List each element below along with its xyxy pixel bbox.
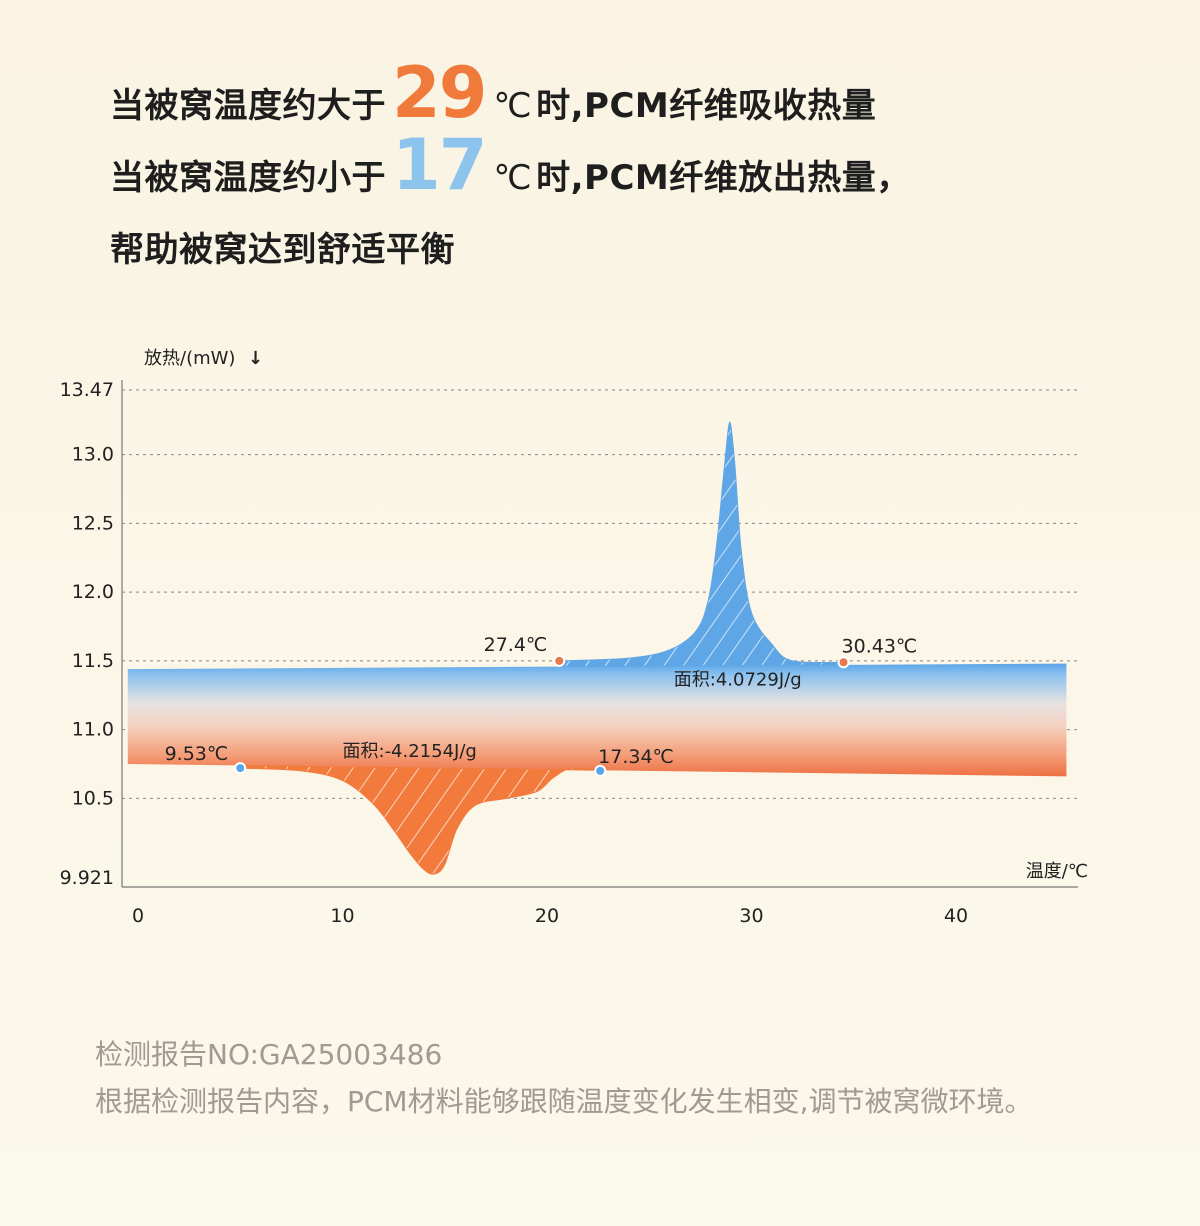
data-point-marker [594, 764, 607, 777]
markers: 27.4℃ 30.43℃ 面积:4.0729J/g 9.53℃ 17.34℃ 面积:-4.… [165, 634, 918, 777]
x-axis-label: 温度/℃ [1026, 861, 1088, 882]
x-tick-label: 0 [132, 905, 144, 927]
heating-peak-area [558, 421, 845, 668]
y-tick-label: 11.0 [72, 719, 114, 741]
x-tick-label: 10 [330, 905, 354, 927]
headline-2-unit: ℃ [493, 158, 533, 198]
area-annotation: 面积:-4.2154J/g [343, 741, 477, 762]
headline-line-1: 当被窝温度约大于 29 ℃ 时,PCM纤维吸收热量 [110, 58, 876, 128]
headline-1-number: 29 [392, 52, 487, 134]
dsc-chart: 13.47 13.0 12.5 12.0 11.5 11.0 10.5 9.921 0 10 20 3… [60, 348, 1088, 927]
y-tick-label: 10.5 [72, 787, 114, 809]
report-note: 根据检测报告内容，PCM材料能够跟随温度变化发生相变,调节被窝微环境。 [95, 1085, 1033, 1118]
y-tick-label: 12.0 [72, 581, 114, 603]
headline-line-2: 当被窝温度约小于 17 ℃ 时,PCM纤维放出热量， [110, 130, 911, 200]
phase-change-peaks [239, 421, 845, 875]
x-tick-label: 20 [535, 905, 559, 927]
headline-1-prefix: 当被窝温度约大于 [110, 86, 386, 126]
marker-label: 30.43℃ [842, 635, 918, 657]
headline-2-number: 17 [392, 124, 487, 206]
x-tick-label: 30 [739, 905, 763, 927]
baseline-band [127, 663, 1067, 777]
data-point-marker [837, 656, 850, 669]
headline-2-prefix: 当被窝温度约小于 [110, 158, 386, 198]
report-number: 检测报告NO:GA25003486 [95, 1038, 443, 1071]
tick-labels: 13.47 13.0 12.5 12.0 11.5 11.0 10.5 9.921 0 10 20 3… [60, 379, 969, 927]
y-axis-arrow: ↓ [248, 348, 263, 369]
y-tick-label: 13.47 [60, 379, 114, 401]
area-annotation: 面积:4.0729J/g [674, 670, 802, 691]
headline-2-suffix: 时,PCM纤维放出热量， [536, 158, 911, 198]
headline-line-3: 帮助被窝达到舒适平衡 [110, 228, 455, 272]
headline-1-suffix: 时,PCM纤维吸收热量 [536, 86, 877, 126]
y-tick-label: 13.0 [72, 444, 114, 466]
headline-1-unit: ℃ [493, 86, 533, 126]
marker-label: 27.4℃ [484, 634, 548, 656]
data-point-marker [553, 654, 566, 667]
temperature-band [127, 663, 1067, 777]
y-axis-label: 放热/(mW) [144, 348, 235, 369]
marker-label: 17.34℃ [598, 746, 674, 768]
cooling-peak-area [239, 764, 601, 875]
axes [121, 380, 1078, 888]
y-tick-label: 12.5 [72, 512, 114, 534]
data-point-marker [234, 762, 247, 775]
y-tick-label: 9.921 [60, 867, 114, 889]
headline-3-text: 帮助被窝达到舒适平衡 [110, 230, 455, 270]
y-tick-label: 11.5 [72, 650, 114, 672]
marker-label: 9.53℃ [165, 743, 229, 765]
x-tick-label: 40 [944, 905, 968, 927]
